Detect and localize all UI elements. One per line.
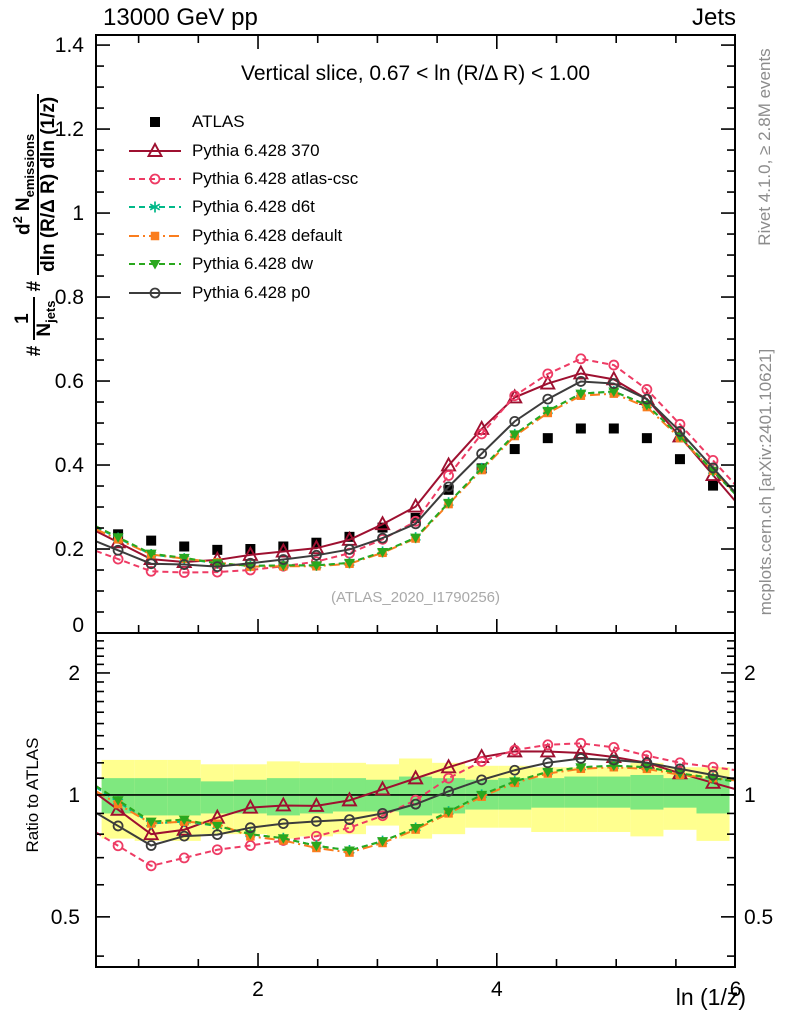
ylabel-frac1-den: Njets [32,297,58,340]
stat-band-green [299,778,333,814]
legend-marker-pythia-6-428-370 [129,141,181,157]
process-label: Jets [691,4,736,31]
rivet-version-note: Rivet 4.1.0, ≥ 2.8M events [755,48,774,246]
legend: ATLAS Pythia 6.428 370 Pythia 6.428 atlas-… [128,108,358,307]
legend-marker-pythia-6-428-dw [129,260,181,270]
ylabel-sup2: 2 [10,216,26,224]
stat-band-green [167,778,201,816]
axis-ticks [96,35,735,967]
legend-label: Pythia 6.428 d6t [192,197,315,217]
ylabel-frac-njets: 1 Njets [11,297,58,340]
analysis-watermark: (ATLAS_2020_I1790256) [330,589,500,606]
ylabel-d: d [13,223,35,235]
ratio-axis-label: Ratio to ATLAS [23,737,42,853]
tick-label: 1.4 [55,34,85,57]
ylabel-hash-2: # [24,280,45,292]
plot-title: Vertical slice, 0.67 < ln (R/Δ R) < 1.00 [240,62,591,85]
tick-label: 1 [744,784,756,807]
ylabel-frac2-den: dln (R/Δ R) dln (1/z) [36,93,59,275]
ylabel-frac1-num: 1 [11,313,33,324]
series-main-pythia-6-428-dw [96,387,735,572]
ylabel-frac-emissions: d2 Nemissions dln (R/Δ R) dln (1/z) [10,93,59,275]
beam-energy-label: 13000 GeV pp [103,4,258,31]
legend-label: Pythia 6.428 370 [192,140,320,160]
ylabel-jets-sub: jets [42,300,58,323]
tick-label: 0.4 [55,454,85,477]
series-main-pythia-6-428-atlas-csc [96,353,735,578]
tick-label: 0 [72,614,84,637]
mcplots-arxiv-note: mcplots.cern.ch [arXiv:2401.10621] [756,348,775,616]
legend-marker-pythia-6-428-default [129,231,181,240]
series-ratio-pythia-6-428-p0 [96,753,735,851]
legend-marker-atlas [150,117,160,128]
tick-label: 2 [68,662,80,685]
tick-label: 1.2 [55,118,84,141]
legend-label: Pythia 6.428 p0 [192,282,311,302]
legend-label: ATLAS [192,112,245,132]
y-axis-label: # 1 Njets # d2 Nemissions dln (R/Δ R) dln… [7,85,63,365]
tick-label: 0.8 [55,286,84,309]
legend-label: Pythia 6.428 default [192,225,343,245]
ylabel-emissions-sub: emissions [22,133,38,198]
legend-item-pythia-6-428-atlas-csc: Pythia 6.428 atlas-csc [128,165,358,193]
series-main-pythia-6-428-d6t [96,386,735,572]
tick-label: 6 [730,978,742,1001]
series-main-pythia-6-428-default [96,389,735,571]
series-main-pythia-6-428-p0 [96,376,735,573]
tick-label: 2 [252,978,264,1001]
tick-label: 1 [72,202,84,225]
legend-item-pythia-6-428-default: Pythia 6.428 default [128,222,358,250]
tick-label: 0.2 [55,538,84,561]
stat-band-green [696,778,730,814]
tick-label: 0.5 [51,906,80,929]
ratio-panel-frame [95,632,736,968]
legend-marker-pythia-6-428-p0 [129,287,181,298]
tick-label: 0.5 [744,906,773,929]
legend-marker-pythia-6-428-d6t [129,201,181,213]
x-axis-label: ln (1/z) [675,984,746,1010]
legend-marker-pythia-6-428-atlas-csc [129,173,181,185]
ylabel-frac2-num: d2 Nemissions [10,131,38,238]
axis-tick-labels: 0 0.2 0.4 0.6 0.8 1 1.2 1.4 0.5 0.5 1 1 2 2 2 4 6 [51,34,773,1001]
legend-item-pythia-6-428-370: Pythia 6.428 370 [128,136,358,164]
legend-label: Pythia 6.428 dw [192,254,313,274]
stat-band-green [134,778,168,816]
tick-label: 0.6 [55,370,84,393]
stat-band-green [531,778,565,808]
legend-item-pythia-6-428-p0: Pythia 6.428 p0 [128,278,358,306]
legend-label: Pythia 6.428 atlas-csc [192,168,359,188]
stat-band-green [630,774,664,810]
stat-band-green [597,776,631,808]
tick-label: 1 [68,784,80,807]
tick-label: 2 [744,662,756,685]
ylabel-hash-1: # [24,345,45,357]
ylabel-N2: N [13,197,35,212]
stat-band-green [663,778,697,808]
legend-item-atlas: ATLAS [128,108,358,136]
ylabel-N: N [33,322,55,337]
stat-band-green [200,781,234,814]
legend-item-pythia-6-428-dw: Pythia 6.428 dw [128,250,358,278]
legend-item-pythia-6-428-d6t: Pythia 6.428 d6t [128,193,358,221]
tick-label: 4 [491,978,503,1001]
stat-band-green [564,776,598,808]
